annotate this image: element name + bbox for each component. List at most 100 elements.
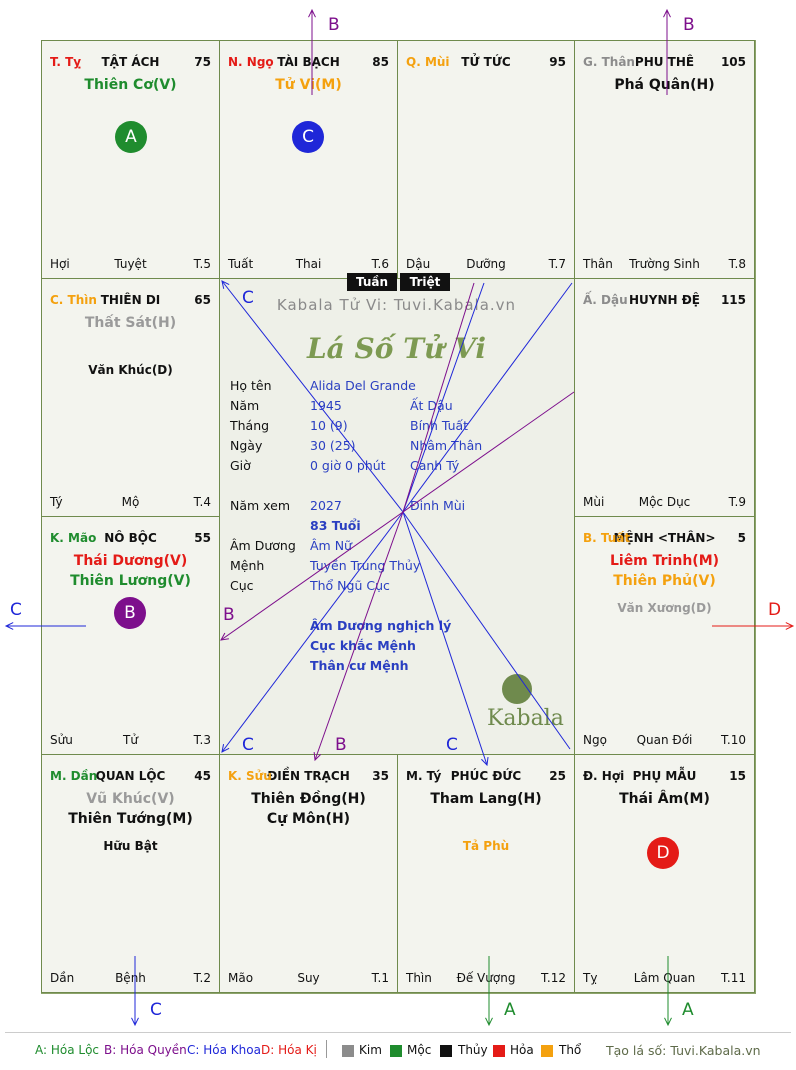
palace-foot-age: T.3 <box>193 733 211 747</box>
info-ci-label: Tháng <box>230 418 270 433</box>
palace-house: HUYNH ĐỆ <box>629 293 700 307</box>
palace-foot-phase: Đế Vượng <box>456 971 516 985</box>
arrow-head <box>308 8 316 18</box>
palace-foot-age: T.7 <box>548 257 566 271</box>
star-name: Thiên Đồng(H) <box>251 791 366 807</box>
arrow-head <box>220 632 229 641</box>
arrow-label: C <box>446 735 458 755</box>
palace-ty: TẬT ÁCH T. Tỵ 75 Thiên Cơ(V) Hợi Tuyệt T.5 A <box>41 40 220 279</box>
palace-foot-branch: Tý <box>50 495 63 509</box>
center-panel: Kabala Tử Vi: Tuvi.Kabala.vn Lá Số Tử Vi… <box>219 278 574 754</box>
arrow-head <box>131 1017 139 1027</box>
palace-branch: N. Ngọ <box>228 55 274 69</box>
star-name: Thiên Tướng(M) <box>68 811 193 827</box>
legend-khoa: C: Hóa Khoa <box>187 1043 261 1057</box>
palace-branch: G. Thân <box>583 55 635 69</box>
star-name: Hữu Bật <box>103 839 158 853</box>
palace-house: MỆNH <THÂN> <box>613 531 716 545</box>
arrow-head <box>481 757 489 767</box>
arrow-head <box>485 1017 493 1027</box>
site-credit: Tạo lá số: Tuvi.Kabala.vn <box>606 1043 761 1058</box>
palace-tyi: PHÚC ĐỨC M. Tý 25 Tham Lang(H) Tả Phù Thìn Đế … <box>397 754 575 993</box>
palace-house: THIÊN DI <box>100 293 161 307</box>
swatch-thuy <box>440 1045 452 1057</box>
legend-divider <box>326 1040 327 1058</box>
palace-number: 95 <box>549 55 566 69</box>
arrow-head <box>663 8 671 18</box>
palace-ngo: TÀI BẠCH N. Ngọ 85 Tử Vi(M) Tuất Thai T.6 C <box>219 40 398 279</box>
legend-kim: Kim <box>359 1043 382 1057</box>
palace-branch: B. Tuất <box>583 531 631 545</box>
khoa-line <box>221 511 404 753</box>
palace-foot-phase: Mộ <box>121 495 140 509</box>
palace-foot-phase: Lâm Quan <box>633 971 696 985</box>
arrow-label: C <box>242 735 254 755</box>
swatch-kim <box>342 1045 354 1057</box>
info-ci-val: Đinh Mùi <box>410 498 466 513</box>
palace-branch: Đ. Hợi <box>583 769 625 783</box>
legend-hoa: Hỏa <box>510 1043 534 1057</box>
palace-number: 75 <box>194 55 211 69</box>
arrow-label: B <box>223 605 235 625</box>
info-ci-val: Bính Tuất <box>410 418 469 433</box>
arrow-label: D <box>768 600 781 620</box>
info-ci-label: Mệnh <box>230 558 265 573</box>
arrow-label: C <box>10 600 22 620</box>
palace-foot-age: T.8 <box>728 257 746 271</box>
palace-number: 55 <box>194 531 211 545</box>
quyen-line <box>220 511 404 641</box>
arrow-head <box>221 744 230 753</box>
palace-mao: NÔ BỘC K. Mão 55 Thái Dương(V) Thiên Lương(V… <box>41 516 220 755</box>
palace-foot-phase: Trường Sinh <box>629 257 700 271</box>
palace-foot-branch: Mão <box>228 971 254 985</box>
arrow-label: C <box>150 1000 162 1020</box>
kabala-logo: Kabala <box>487 674 564 744</box>
star-name: Thiên Cơ(V) <box>84 77 177 93</box>
legend-tho: Thổ <box>559 1043 582 1057</box>
palace-number: 35 <box>372 769 389 783</box>
palace-house: TẬT ÁCH <box>101 55 160 69</box>
palace-branch: K. Sửu <box>228 769 272 783</box>
star-name: Thái Dương(V) <box>73 553 188 569</box>
palace-number: 85 <box>372 55 389 69</box>
palace-mui: TỬ TỨC Q. Mùi 95 Dậu Dưỡng T.7 <box>397 40 575 279</box>
palace-foot-age: T.11 <box>721 971 746 985</box>
legend-moc: Mộc <box>407 1043 432 1057</box>
palace-foot-age: T.6 <box>371 257 389 271</box>
star-name: Tham Lang(H) <box>430 791 542 807</box>
arrow-head <box>4 622 14 630</box>
palace-thin: THIÊN DI C. Thìn 65 Thất Sát(H) Văn Khúc(D) T… <box>41 278 220 517</box>
palace-branch: T. Tỵ <box>50 55 82 69</box>
palace-suu: ĐIỀN TRẠCH K. Sửu 35 Thiên Đồng(H) Cự Môn(H)… <box>219 754 398 993</box>
quyen-line <box>402 282 475 513</box>
palace-than: PHU THÊ G. Thân 105 Phá Quân(H) Thân Trường S… <box>574 40 755 279</box>
palace-branch: C. Thìn <box>50 293 97 307</box>
info-ci-val: 1945 <box>310 398 342 413</box>
arrow-label: A <box>682 1000 694 1020</box>
info-ci-label: Cục <box>230 578 254 593</box>
arrow-head <box>313 751 322 762</box>
palace-foot-branch: Thìn <box>406 971 432 985</box>
palace-foot-age: T.12 <box>541 971 566 985</box>
chart-title: Lá Số Tử Vi <box>306 332 487 365</box>
palace-house: TÀI BẠCH <box>277 55 340 69</box>
legend-thuy: Thủy <box>458 1043 488 1057</box>
arrow-label: C <box>242 288 254 308</box>
star-name: Cự Môn(H) <box>266 811 351 827</box>
star-name: Thái Âm(M) <box>619 791 710 807</box>
hoa-badge: A <box>115 121 147 153</box>
khoa-line <box>221 280 404 513</box>
palace-number: 15 <box>729 769 746 783</box>
palace-foot-phase: Mộc Dục <box>638 495 691 509</box>
palace-foot-age: T.10 <box>721 733 746 747</box>
palace-house: NÔ BỘC <box>104 531 157 545</box>
info-ci-label: Năm xem <box>230 498 291 513</box>
palace-foot-phase: Tuyệt <box>114 257 147 271</box>
info-ci-val: Âm Nữ <box>310 538 352 553</box>
palace-branch: K. Mão <box>50 531 97 545</box>
arrow-label: B <box>683 15 695 35</box>
palace-foot-age: T.1 <box>371 971 389 985</box>
palace-foot-phase: Suy <box>297 971 320 985</box>
logo-text: Kabala <box>487 706 564 731</box>
legend-ki: D: Hóa Kị <box>261 1043 317 1057</box>
